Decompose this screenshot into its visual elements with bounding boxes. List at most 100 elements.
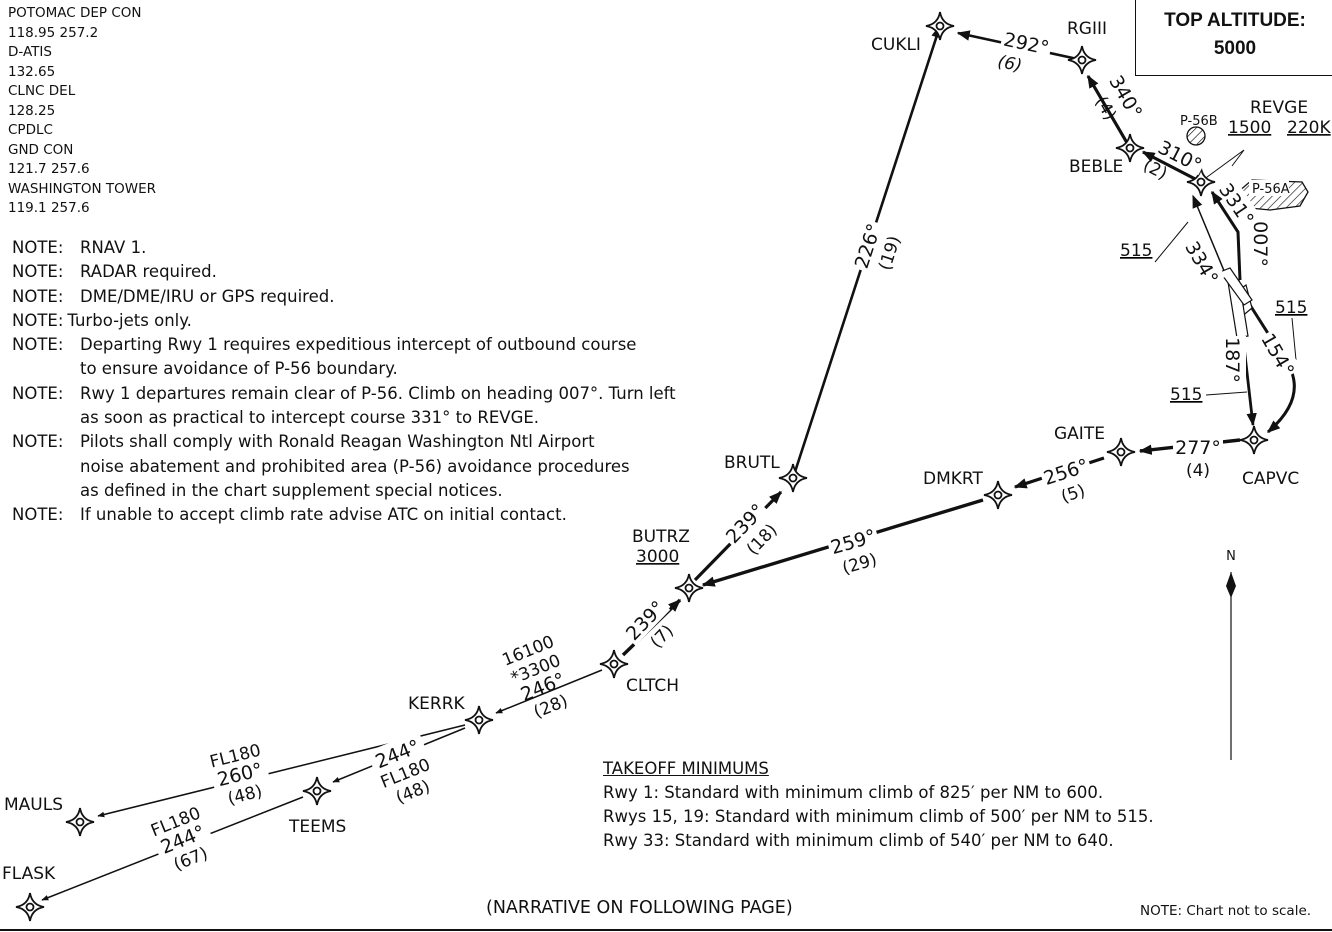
leader-515-c [1205,391,1248,396]
note-text: RNAV 1. [80,238,147,257]
waypoint-gaite-symbol [1106,437,1136,467]
note-text: If unable to accept climb rate advise AT… [80,505,567,525]
alt-515-a: 515 [1120,241,1152,261]
waypoint-flask-symbol [15,892,45,922]
takeoff-minimums: TAKEOFF MINIMUMS Rwy 1: Standard with mi… [603,757,1154,853]
waypoint-rgiii-symbol [1067,45,1097,75]
note-text: RADAR required. [80,262,217,282]
dist-4: (4) [1186,461,1210,481]
north-label: N [1226,549,1236,564]
waypoint-dmkrt: DMKRT [923,469,983,489]
alt-515-c: 515 [1170,385,1202,405]
frequency-list: POTOMAC DEP CON 118.95 257.2 D-ATIS 132.… [8,4,156,219]
waypoint-butrz-altitude: 3000 [636,547,679,567]
freq-line: CPDLC [8,122,53,138]
note-text: Turbo-jets only. [67,310,192,330]
altitude-leaders [1154,149,1297,396]
label-rwy19: 187° [1221,336,1246,384]
note-item: NOTE: If unable to accept climb rate advi… [12,503,676,527]
top-altitude-box: TOP ALTITUDE: 5000 [1135,0,1332,76]
waypoint-brutl: BRUTL [724,453,780,473]
freq-line: GND CON [8,141,74,158]
dist-6: (6) [996,52,1024,77]
course-277: 277° [1175,437,1221,459]
takeoff-minimums-line: Rwy 33: Standard with minimum climb of 5… [603,831,1114,850]
leg-revge-beble [1141,150,1202,184]
note-text: DME/DME/IRU or GPS required. [80,286,335,306]
p56b-label: P-56B [1180,114,1218,129]
label-dmkrt-butrz: 259° (29) [826,523,881,579]
waypoint-butrz: BUTRZ [632,527,690,547]
label-rwy33: 334° [1180,235,1226,288]
note-label: NOTE: [12,432,64,452]
note-label: NOTE: [12,286,64,306]
freq-line: CLNC DEL [8,83,76,99]
freq-line: 121.7 257.6 [8,161,90,177]
label-teems-flask: FL180 244° (67) [144,797,213,875]
waypoint-mauls-symbol [65,807,95,837]
waypoint-gaite: GAITE [1054,424,1105,444]
freq-line: POTOMAC DEP CON [8,5,142,21]
takeoff-minimums-heading: TAKEOFF MINIMUMS [603,759,769,778]
waypoint-teems-symbol [302,776,332,806]
waypoint-beble: BEBLE [1069,157,1123,177]
freq-line: 132.65 [8,63,56,80]
note-text: Rwy 1 departures remain clear of P-56. C… [80,383,676,428]
label-butrz-brutl: 239° (18) [719,497,782,559]
note-label: NOTE: [12,335,64,355]
note-item: NOTE: DME/DME/IRU or GPS required. [12,285,676,309]
leader-515-b [1291,317,1297,361]
course-007: 007° [1249,221,1271,267]
alt-515-b: 515 [1275,298,1307,318]
leg-beble-rgiii [1086,74,1132,149]
runway-4-22 [1219,267,1253,306]
waypoint-kerrk: KERRK [408,694,466,714]
waypoint-capvc: CAPVC [1242,469,1299,489]
leg-cltch-kerrk [495,669,603,714]
waypoint-revge-speed: 220K [1287,118,1331,138]
north-arrow: N [1226,549,1236,760]
takeoff-minimums-line: Rwys 15, 19: Standard with minimum climb… [603,807,1154,826]
notes-block: NOTE: RNAV 1. NOTE: RADAR required. NOTE: D… [12,236,676,528]
label-kerrk-teems: 244° FL180 (48) [366,730,441,808]
waypoint-flask: FLASK [2,864,56,884]
leader-515-a [1154,221,1189,263]
waypoint-brutl-symbol [778,463,808,493]
note-text: Departing Rwy 1 requires expeditious int… [80,335,637,379]
waypoint-revge-altitude: 1500 [1228,118,1271,138]
note-label: NOTE: [12,238,64,257]
north-arrowhead [1226,572,1236,598]
waypoint-kerrk-symbol [464,705,494,735]
prohibited-areas [1186,126,1309,211]
waypoint-names: CUKLI RGIII BEBLE REVGE 1500 220K CAPVC … [2,19,1331,884]
course-256: 256° [1041,455,1091,490]
altitude-515-labels: 515 515 515 [1120,241,1307,405]
note-item: NOTE: Pilots shall comply with Ronald Rea… [12,430,676,503]
course-187: 187° [1221,337,1243,383]
label-rwy1: 007° [1249,220,1274,268]
p56a-label-bg [1249,180,1289,196]
waypoint-revge: REVGE [1250,98,1308,118]
waypoint-cukli: CUKLI [871,35,921,55]
note-label: NOTE: [12,505,64,525]
top-altitude-value: 5000 [1213,38,1257,59]
airport-symbol [1219,267,1253,339]
p56a-label: P-56A [1252,182,1290,197]
dist-5: (5) [1059,481,1088,507]
note-item: NOTE: Turbo-jets only. [12,309,676,333]
waypoint-cltch: CLTCH [626,676,679,696]
waypoint-rgiii: RGIII [1067,19,1107,39]
waypoint-revge-symbol [1186,167,1216,197]
freq-line: WASHINGTON TOWER [8,180,157,197]
top-altitude-label: TOP ALTITUDE: [1164,10,1306,31]
waypoint-beble-symbol [1115,133,1145,163]
note-label: NOTE: [12,262,64,282]
freq-line: 118.95 257.2 [8,24,99,41]
narrative-note: (NARRATIVE ON FOLLOWING PAGE) [486,898,793,918]
freq-line: 128.25 [8,102,56,119]
revge-leader [1202,149,1245,181]
waypoint-cltch-symbol [599,649,629,679]
p56b-area [1186,126,1206,146]
label-capvc-gaite: 277° (4) [1173,436,1223,481]
